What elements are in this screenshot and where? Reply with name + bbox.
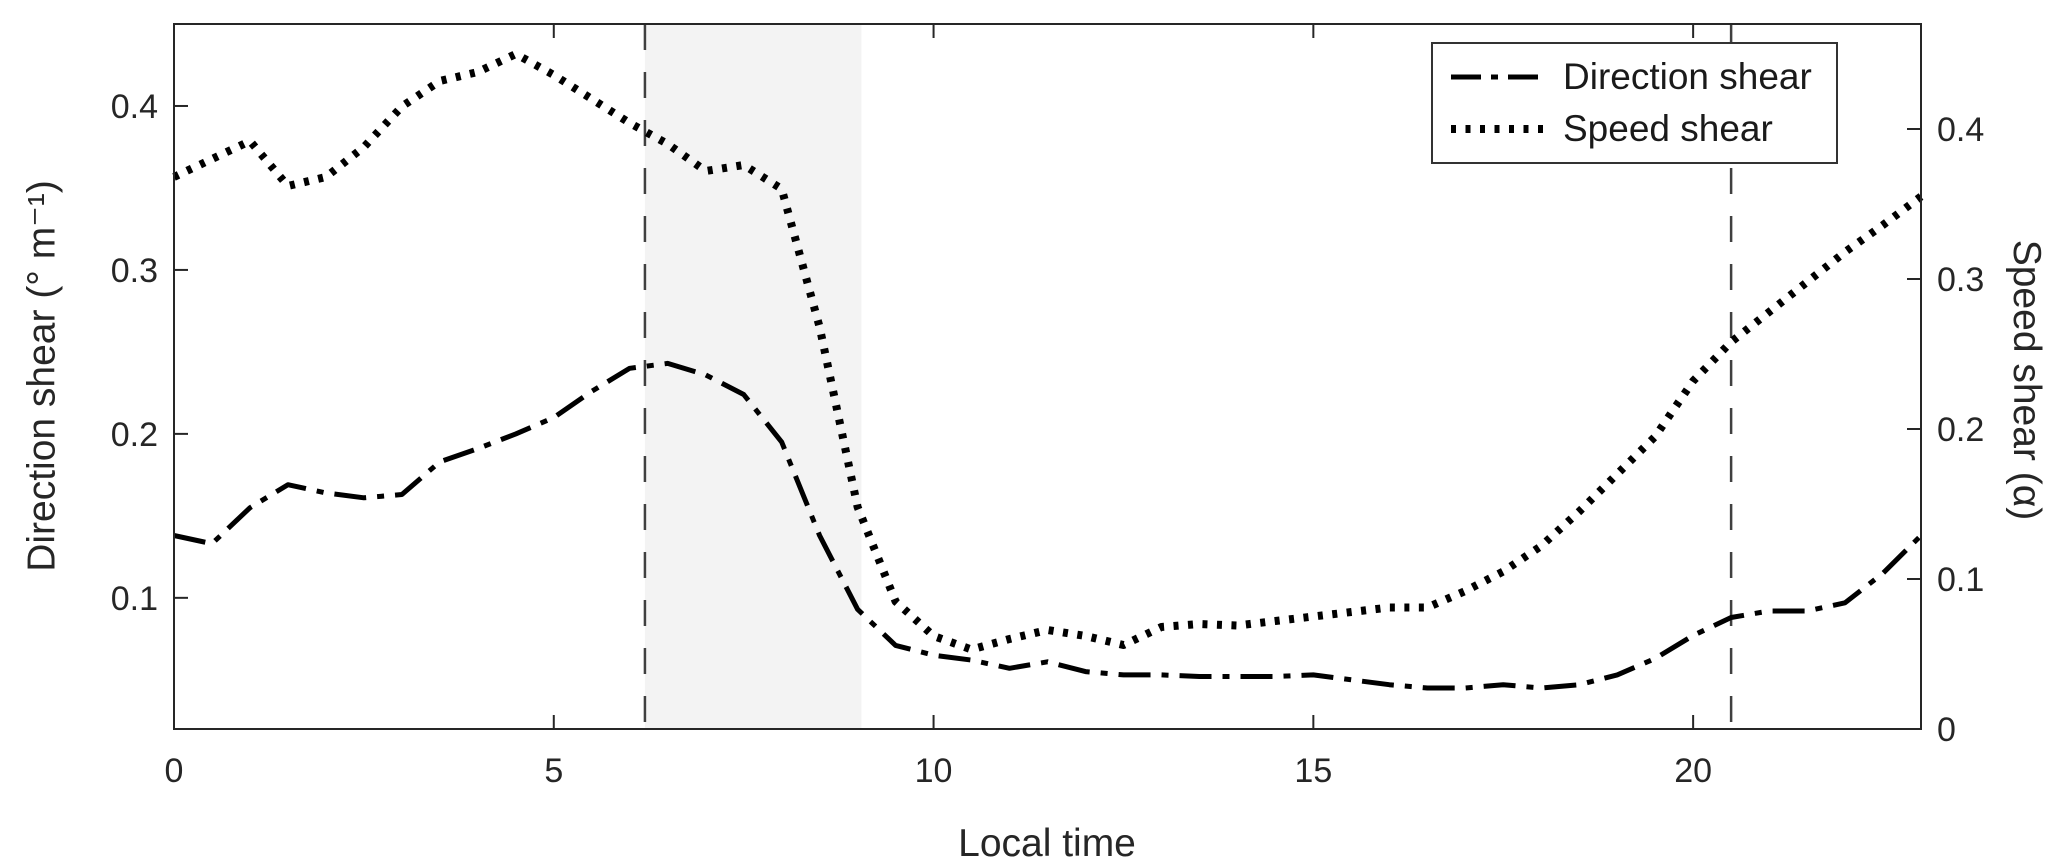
x-tick-label: 10 <box>915 752 953 790</box>
dotted-line-sample <box>1451 125 1547 133</box>
x-tick-label: 0 <box>165 752 184 790</box>
x-tick-label: 5 <box>544 752 563 790</box>
x-tick-label: 20 <box>1674 752 1712 790</box>
y-tick-label-left: 0.3 <box>111 252 158 290</box>
y-tick-label-right: 0.3 <box>1937 261 1984 299</box>
dash-dot-line-sample <box>1451 74 1547 80</box>
y-tick-label-left: 0.4 <box>111 88 158 126</box>
y-tick-label-right: 0.4 <box>1937 111 1984 149</box>
axes-box <box>173 23 1922 730</box>
x-axis-label: Local time <box>958 822 1136 865</box>
right-y-axis-label: Speed shear (α) <box>2005 239 2048 521</box>
y-tick-label-right: 0.2 <box>1937 411 1984 449</box>
left-y-axis-label: Direction shear (° m⁻¹) <box>20 180 64 572</box>
y-tick-label-right: 0 <box>1937 711 1956 749</box>
y-tick-label-left: 0.1 <box>111 580 158 618</box>
y-tick-label-right: 0.1 <box>1937 561 1984 599</box>
legend: Direction shear Speed shear <box>1431 42 1838 164</box>
shaded-region <box>644 24 862 729</box>
direction-shear-line <box>173 360 1923 691</box>
legend-label-speed-shear: Speed shear <box>1563 108 1773 149</box>
legend-item-speed-shear: Speed shear <box>1451 104 1812 154</box>
x-tick-label: 15 <box>1294 752 1332 790</box>
legend-label-direction-shear: Direction shear <box>1563 56 1812 97</box>
y-tick-label-left: 0.2 <box>111 416 158 454</box>
legend-item-direction-shear: Direction shear <box>1451 52 1812 102</box>
